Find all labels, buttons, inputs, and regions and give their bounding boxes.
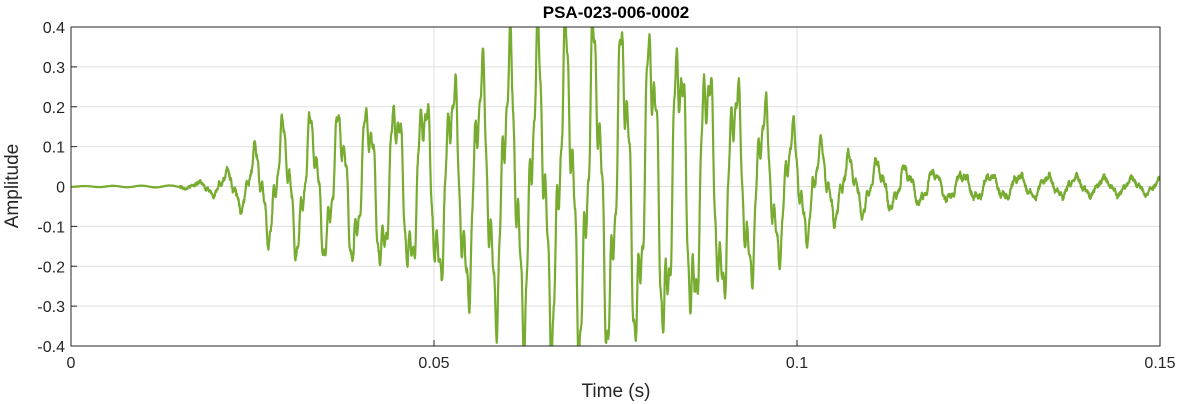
plot-frame (70, 26, 1161, 347)
y-tick-label: 0.4 (43, 20, 65, 37)
x-tick-label: 0.1 (786, 355, 808, 372)
y-tick-label: -0.4 (37, 339, 65, 356)
y-tick-label: 0.2 (43, 100, 65, 117)
y-tick-label: -0.1 (37, 219, 65, 236)
y-tick-label: 0.1 (43, 140, 65, 157)
tick-labels: 0 0.05 0.1 0.15 -0.4 -0.3 -0.2 -0.1 0 0.1 0.2 0.3 0.… (37, 20, 1175, 372)
x-tick-label: 0.15 (1144, 355, 1175, 372)
x-tick-label: 0 (67, 355, 76, 372)
y-tick-label: -0.3 (37, 299, 65, 316)
y-tick-label: 0 (56, 180, 65, 197)
x-axis-label: Time (s) (582, 381, 651, 402)
chart-title: PSA-023-006-0002 (543, 3, 689, 22)
x-tick-label: 0.05 (418, 355, 449, 372)
y-tick-label: -0.2 (37, 259, 65, 276)
y-axis-label: Amplitude (2, 144, 23, 229)
y-tick-label: 0.3 (43, 60, 65, 77)
signal-series-line (71, 27, 1160, 346)
